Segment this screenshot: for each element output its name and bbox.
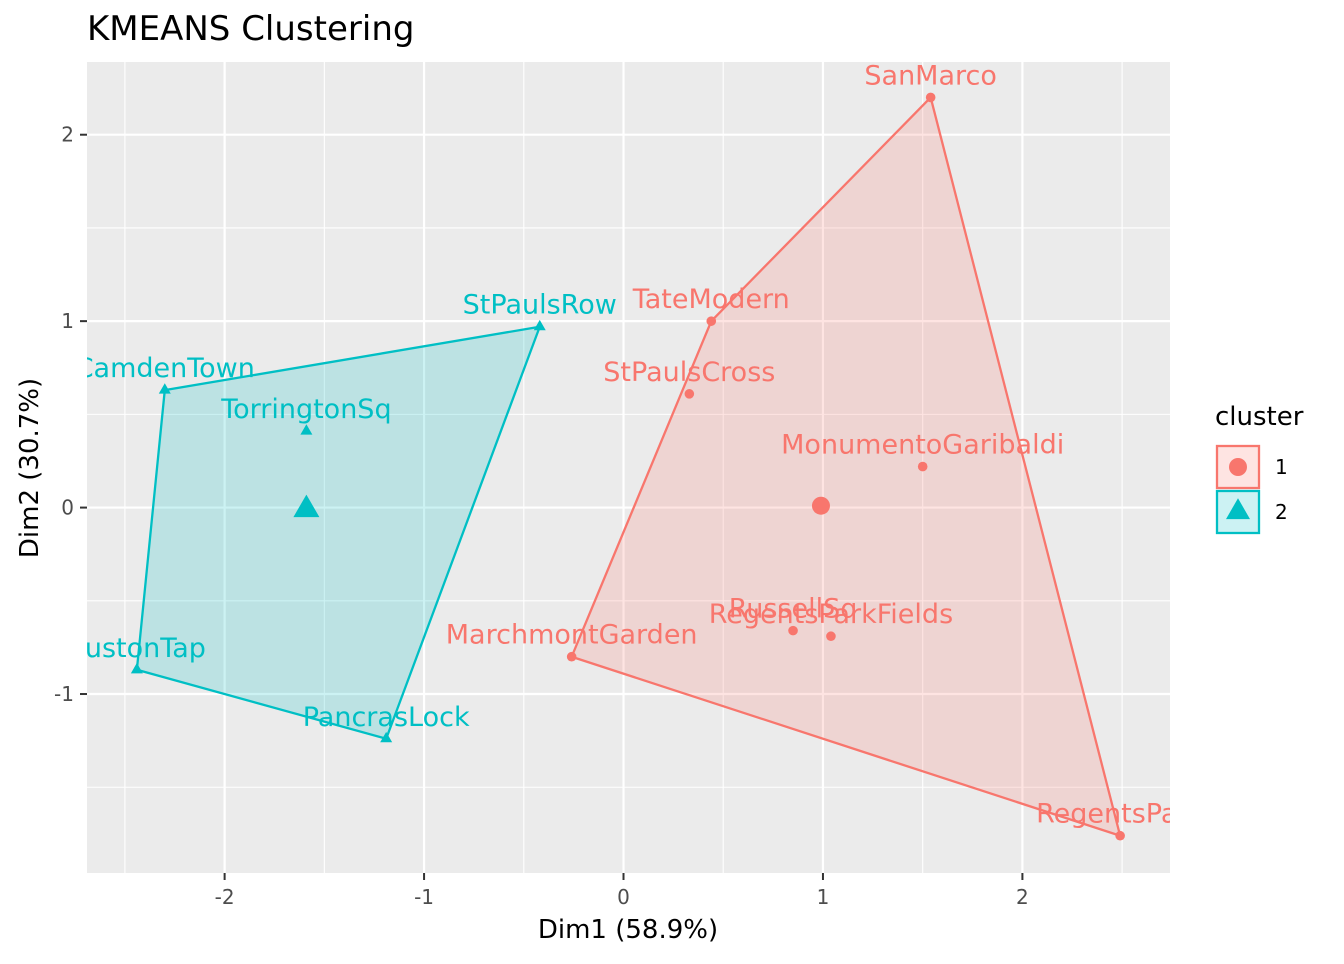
- cluster-point: [684, 389, 695, 399]
- point-label: EustonTap: [68, 633, 206, 664]
- legend-key-1: 1: [1215, 444, 1288, 490]
- point-label: MonumentoGaribaldi: [781, 430, 1064, 461]
- cluster-2-centroid: [293, 494, 320, 518]
- x-tick-label: 0: [617, 885, 630, 909]
- cluster-point: [158, 383, 171, 394]
- cluster-1-centroid: [811, 496, 830, 515]
- y-tick-label: 1: [61, 309, 74, 333]
- legend-label: 2: [1275, 500, 1288, 524]
- cluster-point: [566, 651, 577, 662]
- y-tick-label: 0: [61, 496, 74, 520]
- x-tick-label: 2: [1016, 885, 1029, 909]
- point-label: RegentsParkFields: [709, 599, 953, 630]
- point-label: StPaulsRow: [463, 290, 617, 321]
- cluster-point: [917, 461, 928, 472]
- legend-title: cluster: [1215, 402, 1304, 432]
- minor-gridlines: [87, 62, 1170, 873]
- cluster-point: [130, 662, 143, 674]
- cluster-point: [788, 625, 798, 636]
- point-label: SanMarco: [864, 60, 997, 91]
- legend: cluster 1 2: [1215, 402, 1304, 535]
- legend-key-2: 2: [1215, 489, 1288, 535]
- cluster-points: [130, 92, 1125, 841]
- cluster-hulls: [135, 95, 1122, 838]
- point-label: CamdenTown: [75, 353, 255, 384]
- point-label: RegentsPark: [1036, 799, 1204, 830]
- legend-marker: [1226, 498, 1250, 520]
- plot-panel: [87, 62, 1170, 873]
- plot-layer: SanMarco TateModern StPaulsCross MonumentoG…: [68, 60, 1204, 841]
- x-axis-title: Dim1 (58.9%): [538, 915, 718, 945]
- point-label: TateModern: [632, 284, 790, 315]
- point-label: RussellSq: [729, 594, 858, 625]
- cluster-point: [380, 731, 393, 743]
- major-gridlines: [87, 62, 1170, 873]
- legend-label: 1: [1275, 455, 1288, 479]
- cluster-point: [925, 92, 936, 103]
- cluster-point: [706, 316, 717, 326]
- y-axis-title: Dim2 (30.7%): [15, 378, 45, 558]
- x-tick-label: 1: [817, 885, 830, 909]
- chart-title: KMEANS Clustering: [87, 9, 414, 49]
- cluster-point: [826, 631, 836, 642]
- point-label: TorringtonSq: [220, 394, 391, 425]
- point-label: StPaulsCross: [603, 357, 775, 388]
- y-tick-label: -1: [54, 682, 74, 706]
- cluster-point: [533, 319, 546, 331]
- legend-marker: [1229, 458, 1247, 476]
- x-tick-label: -2: [215, 885, 235, 909]
- point-label: MarchmontGarden: [446, 620, 698, 651]
- y-tick-label: 2: [61, 123, 74, 147]
- cluster-point: [1115, 830, 1125, 841]
- axes: -2 -1 0 1 2 -1 0 1 2: [54, 123, 1029, 909]
- x-tick-label: -1: [414, 885, 434, 909]
- point-label: PancrasLock: [303, 702, 470, 733]
- cluster-point: [300, 424, 313, 435]
- point-labels: SanMarco TateModern StPaulsCross MonumentoG…: [68, 60, 1204, 830]
